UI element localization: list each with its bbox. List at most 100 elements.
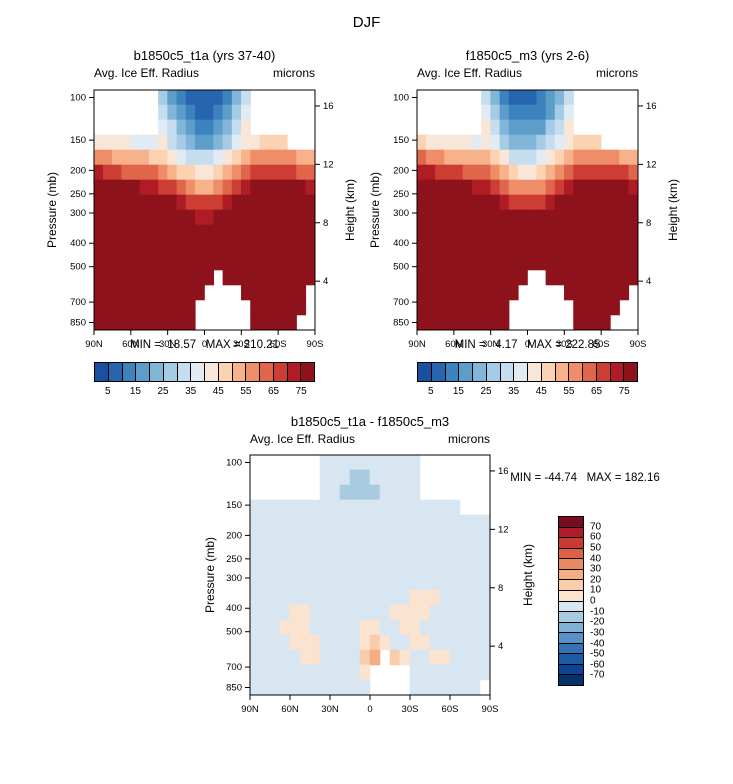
svg-text:30N: 30N (159, 339, 177, 350)
svg-text:30N: 30N (482, 339, 500, 350)
svg-text:300: 300 (226, 573, 242, 584)
panel-diff-variable-label: Avg. Ice Eff. Radius (250, 432, 355, 446)
svg-text:700: 700 (226, 662, 242, 673)
panel-a-minmax: MIN = 18.57 MAX = 210.21 (130, 339, 279, 351)
colorbar-tick-label: 65 (268, 386, 280, 397)
panel-b-height-axis-label: Height (km) (666, 178, 680, 242)
panel-a-pressure-axis-label: Pressure (mb) (45, 171, 59, 249)
heatmap-cells (93, 89, 316, 331)
colorbar-cell (287, 363, 302, 381)
colorbar-tick-label: -30 (590, 627, 605, 639)
colorbar-tick-label: 60 (590, 531, 602, 543)
svg-text:0: 0 (525, 339, 530, 350)
colorbar-tick-label: -20 (590, 616, 605, 628)
panel-b-units-label: microns (595, 66, 638, 80)
svg-text:90N: 90N (241, 704, 259, 715)
colorbar-cell (418, 363, 432, 381)
panel-diff-units-label: microns (447, 432, 490, 446)
panel-b-variable-label: Avg. Ice Eff. Radius (417, 66, 522, 80)
colorbar-cell (246, 363, 260, 381)
svg-text:200: 200 (226, 530, 242, 541)
colorbar-tick-label: 70 (590, 521, 602, 533)
colorbar-cell (596, 363, 611, 381)
colorbar-tick-label: 45 (535, 386, 547, 397)
colorbar-cell (232, 363, 247, 381)
svg-text:16: 16 (323, 101, 334, 112)
colorbar-tick-label: -10 (590, 606, 605, 618)
colorbar-cell (559, 622, 583, 634)
colorbar-cell (624, 363, 637, 381)
svg-text:90N: 90N (408, 339, 426, 350)
svg-text:400: 400 (70, 238, 86, 249)
panel-b-pressure-axis-label: Pressure (mb) (368, 171, 382, 249)
colorbar-cell (528, 363, 542, 381)
svg-text:700: 700 (70, 297, 86, 308)
colorbar-cell (122, 363, 137, 381)
svg-text:4: 4 (323, 276, 328, 287)
colorbar-cell (559, 612, 583, 623)
colorbar-tick-label: 75 (618, 386, 630, 397)
panel-a-subrow: Avg. Ice Eff. Radius microns (94, 66, 315, 80)
panel-b-subrow: Avg. Ice Eff. Radius microns (417, 66, 638, 80)
colorbar-cell (559, 643, 583, 655)
panel-a-units-label: microns (272, 66, 315, 80)
svg-text:0: 0 (202, 339, 207, 350)
colorbar-tick-label: 0 (590, 595, 596, 607)
svg-text:60S: 60S (593, 339, 610, 350)
colorbar-cell (500, 363, 515, 381)
panel-b-minmax: MIN = 4.17 MAX = 222.85 (454, 339, 601, 351)
colorbar-cell (559, 559, 583, 570)
heatmap-cells (249, 454, 491, 696)
colorbar-cell (559, 548, 583, 560)
svg-text:850: 850 (70, 317, 86, 328)
colorbar-cell (555, 363, 570, 381)
svg-text:200: 200 (393, 165, 409, 176)
svg-text:8: 8 (646, 218, 651, 229)
svg-text:400: 400 (393, 238, 409, 249)
colorbar-cell (473, 363, 487, 381)
colorbar-tick-label: 55 (240, 386, 252, 397)
colorbar-cell (583, 363, 597, 381)
colorbar-tick-label: 45 (212, 386, 224, 397)
colorbar-cell (459, 363, 473, 381)
svg-text:300: 300 (70, 208, 86, 219)
colorbar-tick-label: -50 (590, 648, 605, 660)
colorbar-cell (163, 363, 178, 381)
colorbar-tick-label: 5 (105, 386, 111, 397)
svg-text:90S: 90S (307, 339, 324, 350)
svg-text:16: 16 (498, 466, 509, 477)
colorbar-tick-label: 40 (590, 553, 602, 564)
plot-axes: 100 150 200 250 300 400 500 700 850 16 12 8 4 90N 60N 3… (393, 89, 657, 350)
colorbar-tick-label: 30 (590, 563, 602, 575)
panel-diff-title: b1850c5_t1a - f1850c5_m3 (290, 414, 450, 429)
colorbar-tick-label: 15 (452, 386, 464, 397)
svg-text:12: 12 (498, 524, 509, 535)
colorbar-tick-label: -40 (590, 638, 605, 649)
panel-a-colorbar-labels: 5 15 25 35 45 55 65 75 (94, 386, 315, 399)
svg-text:300: 300 (393, 208, 409, 219)
svg-text:12: 12 (323, 159, 334, 170)
colorbar-tick-label: -70 (590, 669, 605, 681)
svg-text:850: 850 (226, 682, 242, 693)
panel-b-colorbar (417, 362, 638, 382)
colorbar-cell (559, 580, 583, 591)
panel-diff-colorbar (558, 516, 584, 686)
colorbar-cell (431, 363, 446, 381)
svg-text:60N: 60N (445, 339, 463, 350)
svg-text:150: 150 (393, 135, 409, 146)
panel-diff-pressure-axis-label: Pressure (mb) (203, 536, 217, 614)
panel-a-plot: 100 150 200 250 300 400 500 700 850 16 12 8 4 90N 60N 3… (70, 89, 334, 350)
svg-text:100: 100 (70, 93, 86, 104)
svg-text:150: 150 (226, 500, 242, 511)
svg-text:4: 4 (646, 276, 651, 287)
colorbar-cell (541, 363, 556, 381)
svg-text:8: 8 (323, 218, 328, 229)
colorbar-cell (486, 363, 501, 381)
plot-axes: 100 150 200 250 300 400 500 700 850 16 12 8 4 90N 60N 3… (226, 454, 509, 715)
colorbar-cell (559, 633, 583, 644)
colorbar-tick-label: 25 (480, 386, 492, 397)
colorbar-tick-label: -60 (590, 659, 605, 671)
plot-axes: 100 150 200 250 300 400 500 700 850 16 12 8 4 90N 60N 3… (70, 89, 334, 350)
figure-title: DJF (352, 14, 381, 31)
colorbar-cell (559, 569, 583, 581)
